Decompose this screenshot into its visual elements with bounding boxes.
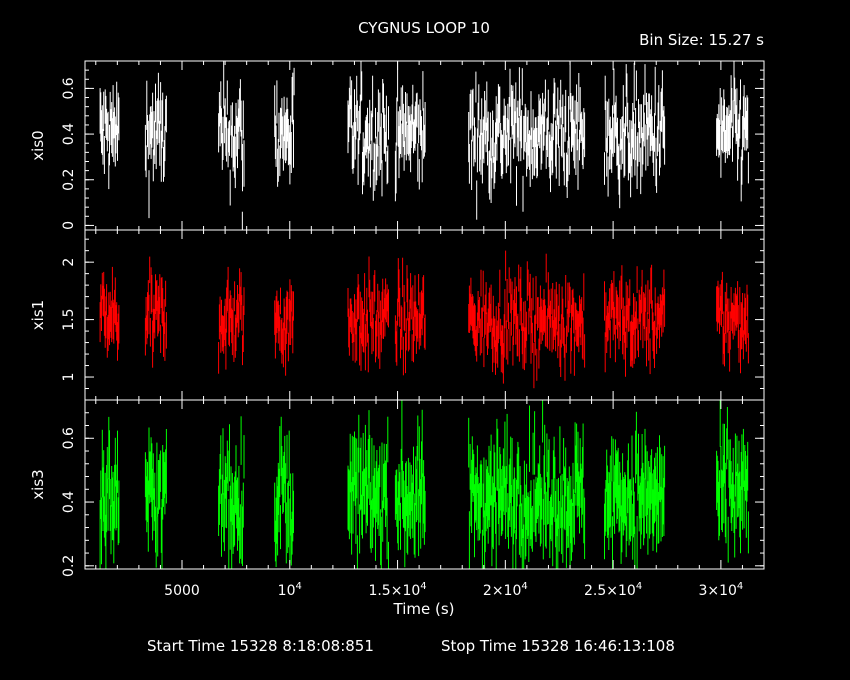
xis0-series (99, 61, 749, 230)
xis3-ytick-label: 0.6 (61, 427, 77, 449)
stop-time-label: Stop Time 15328 16:46:13:108 (441, 637, 675, 655)
xis0-ytick-label: 0.2 (61, 169, 77, 191)
xis1-ytick-label: 1 (61, 373, 77, 382)
xis3-series (99, 400, 749, 569)
x-axis-label: Time (s) (393, 600, 455, 618)
xis3-y-axis-label: xis3 (29, 469, 47, 499)
xis0-ytick-label: 0.4 (61, 123, 77, 145)
xis0-ytick-label: 0 (61, 221, 77, 230)
x-tick-label: 1.5×104 (368, 581, 426, 599)
xis1-series (99, 250, 749, 389)
xis3-ytick-label: 0.4 (61, 491, 77, 513)
xis1-ytick-label: 1.5 (61, 308, 77, 330)
start-time-label: Start Time 15328 8:18:08:851 (147, 637, 374, 655)
x-tick-label: 5000 (164, 583, 200, 599)
x-tick-label: 2×104 (483, 581, 528, 599)
xis3-frame (84, 399, 765, 570)
xis0-y-axis-label: xis0 (29, 130, 47, 160)
xis3-ytick-label: 0.2 (61, 555, 77, 577)
chart-title: CYGNUS LOOP 10 (358, 19, 490, 37)
x-tick-label: 104 (278, 581, 302, 599)
panels-group: 0 0.2 0.4 0.6 xis0 1 1.5 2 xis1 0.2 0.4 0.6 xis3 5000… (29, 60, 765, 599)
x-tick-label: 2.5×104 (584, 581, 642, 599)
xis0-ytick-label: 0.6 (61, 77, 77, 99)
xis1-ytick-label: 2 (61, 258, 77, 267)
bin-size-label: Bin Size: 15.27 s (639, 31, 764, 49)
xis1-y-axis-label: xis1 (29, 300, 47, 330)
x-tick-label: 3×104 (698, 581, 743, 599)
